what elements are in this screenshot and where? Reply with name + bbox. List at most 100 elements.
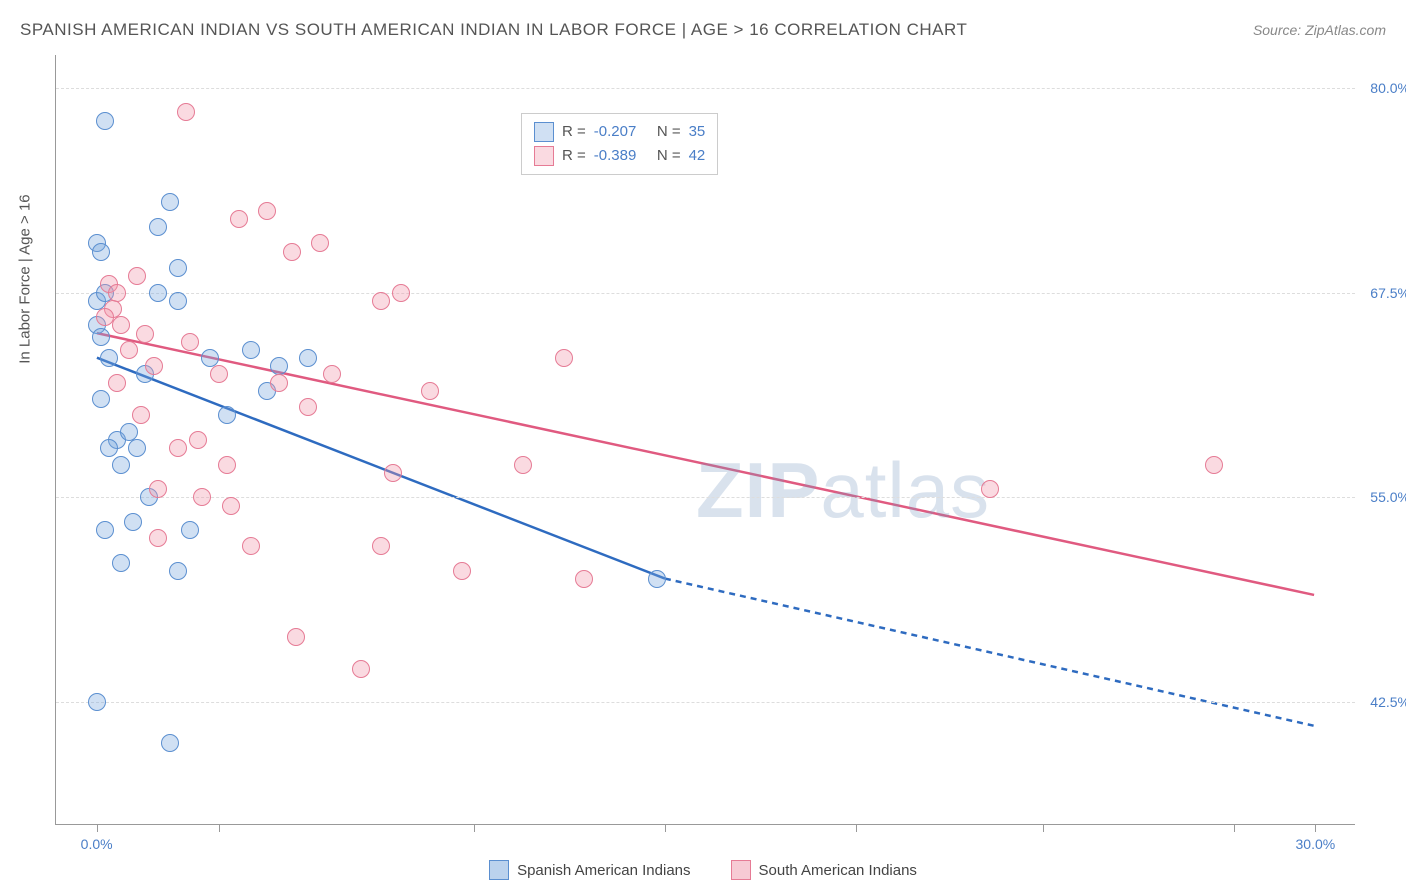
scatter-point	[100, 439, 118, 457]
scatter-point	[218, 406, 236, 424]
gridline-h	[56, 88, 1355, 89]
scatter-point	[128, 439, 146, 457]
legend-n-value: 42	[689, 144, 706, 168]
scatter-point	[258, 202, 276, 220]
scatter-point	[242, 537, 260, 555]
scatter-point	[299, 398, 317, 416]
scatter-point	[181, 521, 199, 539]
scatter-point	[88, 693, 106, 711]
scatter-point	[189, 431, 207, 449]
watermark: ZIPatlas	[696, 445, 990, 536]
x-tick	[97, 824, 98, 832]
scatter-point	[161, 193, 179, 211]
x-tick	[1043, 824, 1044, 832]
legend-swatch	[489, 860, 509, 880]
legend-swatch	[534, 146, 554, 166]
legend-swatch	[731, 860, 751, 880]
scatter-point	[108, 374, 126, 392]
scatter-point	[145, 357, 163, 375]
chart-container: SPANISH AMERICAN INDIAN VS SOUTH AMERICA…	[0, 0, 1406, 892]
scatter-point	[323, 365, 341, 383]
x-tick	[474, 824, 475, 832]
legend-n-label: N =	[644, 144, 680, 168]
scatter-point	[149, 284, 167, 302]
scatter-point	[181, 333, 199, 351]
legend-row: R = -0.389 N = 42	[534, 144, 705, 168]
scatter-point	[453, 562, 471, 580]
scatter-point	[169, 259, 187, 277]
scatter-point	[384, 464, 402, 482]
legend-row: R = -0.207 N = 35	[534, 120, 705, 144]
legend-r-label: R =	[562, 144, 586, 168]
scatter-point	[392, 284, 410, 302]
scatter-point	[112, 554, 130, 572]
scatter-point	[132, 406, 150, 424]
scatter-point	[242, 341, 260, 359]
scatter-point	[136, 325, 154, 343]
scatter-point	[124, 513, 142, 531]
scatter-point	[210, 365, 228, 383]
scatter-point	[514, 456, 532, 474]
x-tick	[219, 824, 220, 832]
bottom-legend-item: South American Indians	[731, 860, 917, 880]
scatter-point	[648, 570, 666, 588]
legend-n-value: 35	[689, 120, 706, 144]
legend-series-label: Spanish American Indians	[517, 862, 690, 879]
y-tick-label: 67.5%	[1360, 285, 1406, 301]
scatter-point	[112, 456, 130, 474]
gridline-h	[56, 293, 1355, 294]
scatter-point	[1205, 456, 1223, 474]
scatter-point	[222, 497, 240, 515]
scatter-point	[177, 103, 195, 121]
watermark-bold: ZIP	[696, 446, 820, 534]
scatter-point	[981, 480, 999, 498]
scatter-point	[128, 267, 146, 285]
legend-series-label: South American Indians	[759, 862, 917, 879]
scatter-point	[92, 328, 110, 346]
x-tick-label: 30.0%	[1296, 836, 1336, 852]
y-tick-label: 55.0%	[1360, 489, 1406, 505]
scatter-point	[270, 374, 288, 392]
scatter-point	[575, 570, 593, 588]
y-axis-label: In Labor Force | Age > 16	[17, 194, 34, 363]
scatter-point	[112, 316, 130, 334]
x-tick-label: 0.0%	[81, 836, 113, 852]
scatter-point	[108, 284, 126, 302]
scatter-point	[149, 529, 167, 547]
legend-r-value: -0.207	[594, 120, 637, 144]
scatter-point	[169, 292, 187, 310]
x-tick	[1315, 824, 1316, 832]
correlation-legend: R = -0.207 N = 35R = -0.389 N = 42	[521, 113, 718, 175]
scatter-point	[299, 349, 317, 367]
scatter-point	[92, 243, 110, 261]
scatter-point	[169, 562, 187, 580]
scatter-point	[270, 357, 288, 375]
legend-r-value: -0.389	[594, 144, 637, 168]
scatter-point	[149, 480, 167, 498]
gridline-h	[56, 497, 1355, 498]
scatter-point	[201, 349, 219, 367]
scatter-point	[421, 382, 439, 400]
scatter-point	[169, 439, 187, 457]
scatter-point	[311, 234, 329, 252]
scatter-point	[149, 218, 167, 236]
scatter-point	[120, 423, 138, 441]
scatter-point	[161, 734, 179, 752]
scatter-point	[100, 349, 118, 367]
scatter-point	[193, 488, 211, 506]
x-tick	[1234, 824, 1235, 832]
scatter-point	[120, 341, 138, 359]
plot-area: ZIPatlas R = -0.207 N = 35R = -0.389 N =…	[55, 55, 1355, 825]
source-attribution: Source: ZipAtlas.com	[1253, 22, 1386, 38]
scatter-point	[555, 349, 573, 367]
y-tick-label: 80.0%	[1360, 80, 1406, 96]
x-tick	[856, 824, 857, 832]
bottom-legend-item: Spanish American Indians	[489, 860, 690, 880]
legend-swatch	[534, 122, 554, 142]
scatter-point	[372, 292, 390, 310]
watermark-rest: atlas	[820, 446, 990, 534]
scatter-point	[283, 243, 301, 261]
chart-title: SPANISH AMERICAN INDIAN VS SOUTH AMERICA…	[20, 20, 967, 40]
scatter-point	[96, 112, 114, 130]
legend-r-label: R =	[562, 120, 586, 144]
